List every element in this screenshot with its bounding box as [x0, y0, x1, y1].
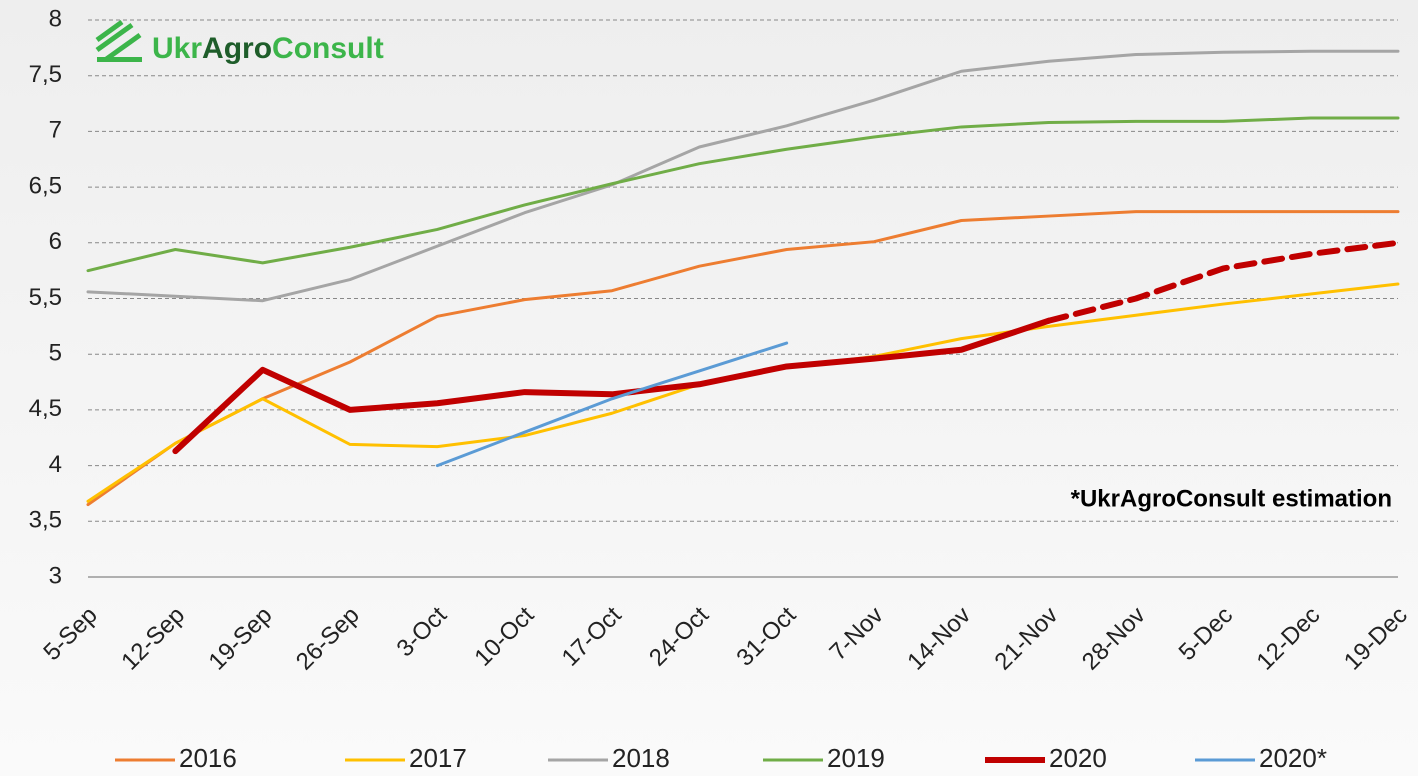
y-tick-label: 4 — [49, 451, 62, 478]
y-tick-label: 3,5 — [29, 507, 62, 534]
legend-label: 2019 — [827, 743, 885, 773]
series-line — [86, 49, 1400, 303]
logo-part: Ukr — [152, 32, 202, 65]
x-tick-label: 3-Oct — [391, 601, 452, 662]
x-tick-label: 28-Nov — [1077, 602, 1151, 676]
y-tick-label: 7,5 — [29, 61, 62, 88]
series-line — [86, 116, 1400, 273]
legend-label: 2017 — [409, 743, 467, 773]
legend-item: 2018 — [548, 743, 670, 773]
legend-item: 2020* — [1195, 743, 1327, 773]
logo-bar — [97, 57, 142, 62]
x-tick-label: 14-Nov — [902, 602, 976, 676]
logo-icon — [95, 19, 142, 63]
logo: UkrAgroConsult — [95, 19, 384, 65]
series-line — [86, 210, 1400, 507]
y-tick-label: 3 — [49, 562, 62, 589]
y-tick-label: 6 — [49, 228, 62, 255]
legend-item: 2019 — [763, 743, 885, 773]
x-tick-label: 7-Nov — [824, 602, 888, 666]
y-tick-label: 8 — [49, 5, 62, 32]
y-tick-label: 6,5 — [29, 172, 62, 199]
x-tick-label: 19-Sep — [204, 602, 278, 676]
legend-label: 2016 — [179, 743, 237, 773]
x-tick-label: 12-Sep — [116, 602, 190, 676]
x-tick-label: 24-Oct — [644, 601, 714, 671]
legend-label: 2020 — [1049, 743, 1107, 773]
logo-text: UkrAgroConsult — [152, 32, 384, 65]
logo-part: Agro — [202, 32, 272, 65]
x-tick-label: 5-Dec — [1174, 602, 1238, 666]
x-tick-label: 17-Oct — [557, 601, 627, 671]
x-tick-label: 26-Sep — [291, 602, 365, 676]
legend-label: 2020* — [1259, 743, 1327, 773]
x-tick-label: 21-Nov — [990, 602, 1064, 676]
x-tick-label: 31-Oct — [731, 601, 801, 671]
legend-item: 2017 — [345, 743, 467, 773]
y-tick-label: 7 — [49, 117, 62, 144]
y-tick-label: 5 — [49, 340, 62, 367]
legend-label: 2018 — [612, 743, 670, 773]
x-tick-label: 5-Sep — [38, 602, 102, 666]
x-tick-label: 19-Dec — [1339, 602, 1413, 676]
y-tick-label: 4,5 — [29, 395, 62, 422]
annotation: *UkrAgroConsult estimation — [1071, 485, 1392, 512]
x-tick-label: 12-Dec — [1252, 602, 1326, 676]
series-line — [86, 282, 1400, 503]
legend-item: 2016 — [115, 743, 237, 773]
y-tick-label: 5,5 — [29, 284, 62, 311]
logo-part: Consult — [272, 32, 384, 65]
x-tick-label: 10-Oct — [469, 601, 539, 671]
series-line — [435, 341, 789, 468]
series-line — [172, 317, 1052, 455]
series-line — [1045, 239, 1401, 324]
legend-item: 2020 — [985, 743, 1107, 773]
